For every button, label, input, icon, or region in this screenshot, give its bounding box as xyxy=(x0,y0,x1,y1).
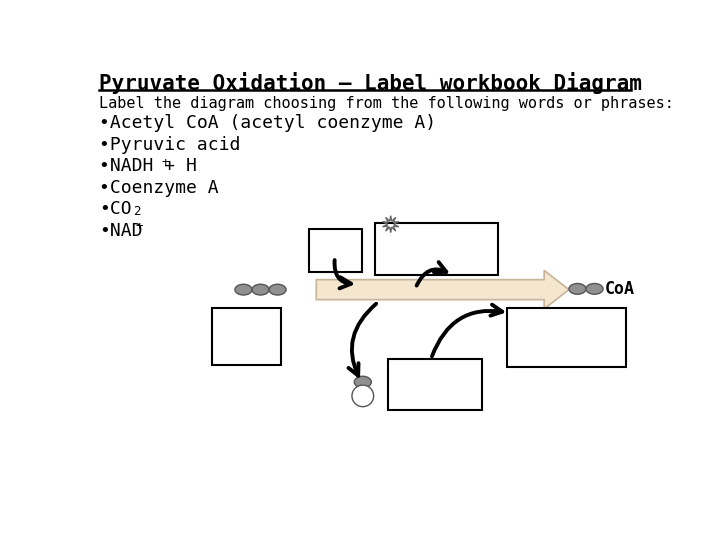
Bar xyxy=(212,308,281,365)
Ellipse shape xyxy=(354,376,372,388)
Text: •NADH + H: •NADH + H xyxy=(99,157,197,175)
Ellipse shape xyxy=(269,284,286,295)
Text: +: + xyxy=(136,220,143,233)
Text: •NAD: •NAD xyxy=(99,222,143,240)
Bar xyxy=(387,359,482,410)
Ellipse shape xyxy=(586,284,603,294)
Text: 2: 2 xyxy=(132,205,140,218)
Text: •Coenzyme A: •Coenzyme A xyxy=(99,179,219,197)
Text: +: + xyxy=(161,156,168,168)
Bar xyxy=(507,308,626,367)
Ellipse shape xyxy=(569,284,586,294)
Ellipse shape xyxy=(235,284,252,295)
Text: •CO: •CO xyxy=(99,200,132,218)
Text: •Acetyl CoA (acetyl coenzyme A): •Acetyl CoA (acetyl coenzyme A) xyxy=(99,114,436,132)
Bar xyxy=(310,229,362,272)
Polygon shape xyxy=(316,271,569,309)
Circle shape xyxy=(352,385,374,407)
Ellipse shape xyxy=(252,284,269,295)
Text: •Pyruvic acid: •Pyruvic acid xyxy=(99,136,240,154)
Text: CoA: CoA xyxy=(605,280,634,298)
Text: Label the diagram choosing from the following words or phrases:: Label the diagram choosing from the foll… xyxy=(99,96,674,111)
Text: Pyruvate Oxidation – Label workbook Diagram: Pyruvate Oxidation – Label workbook Diag… xyxy=(99,72,642,94)
Bar xyxy=(375,222,498,275)
